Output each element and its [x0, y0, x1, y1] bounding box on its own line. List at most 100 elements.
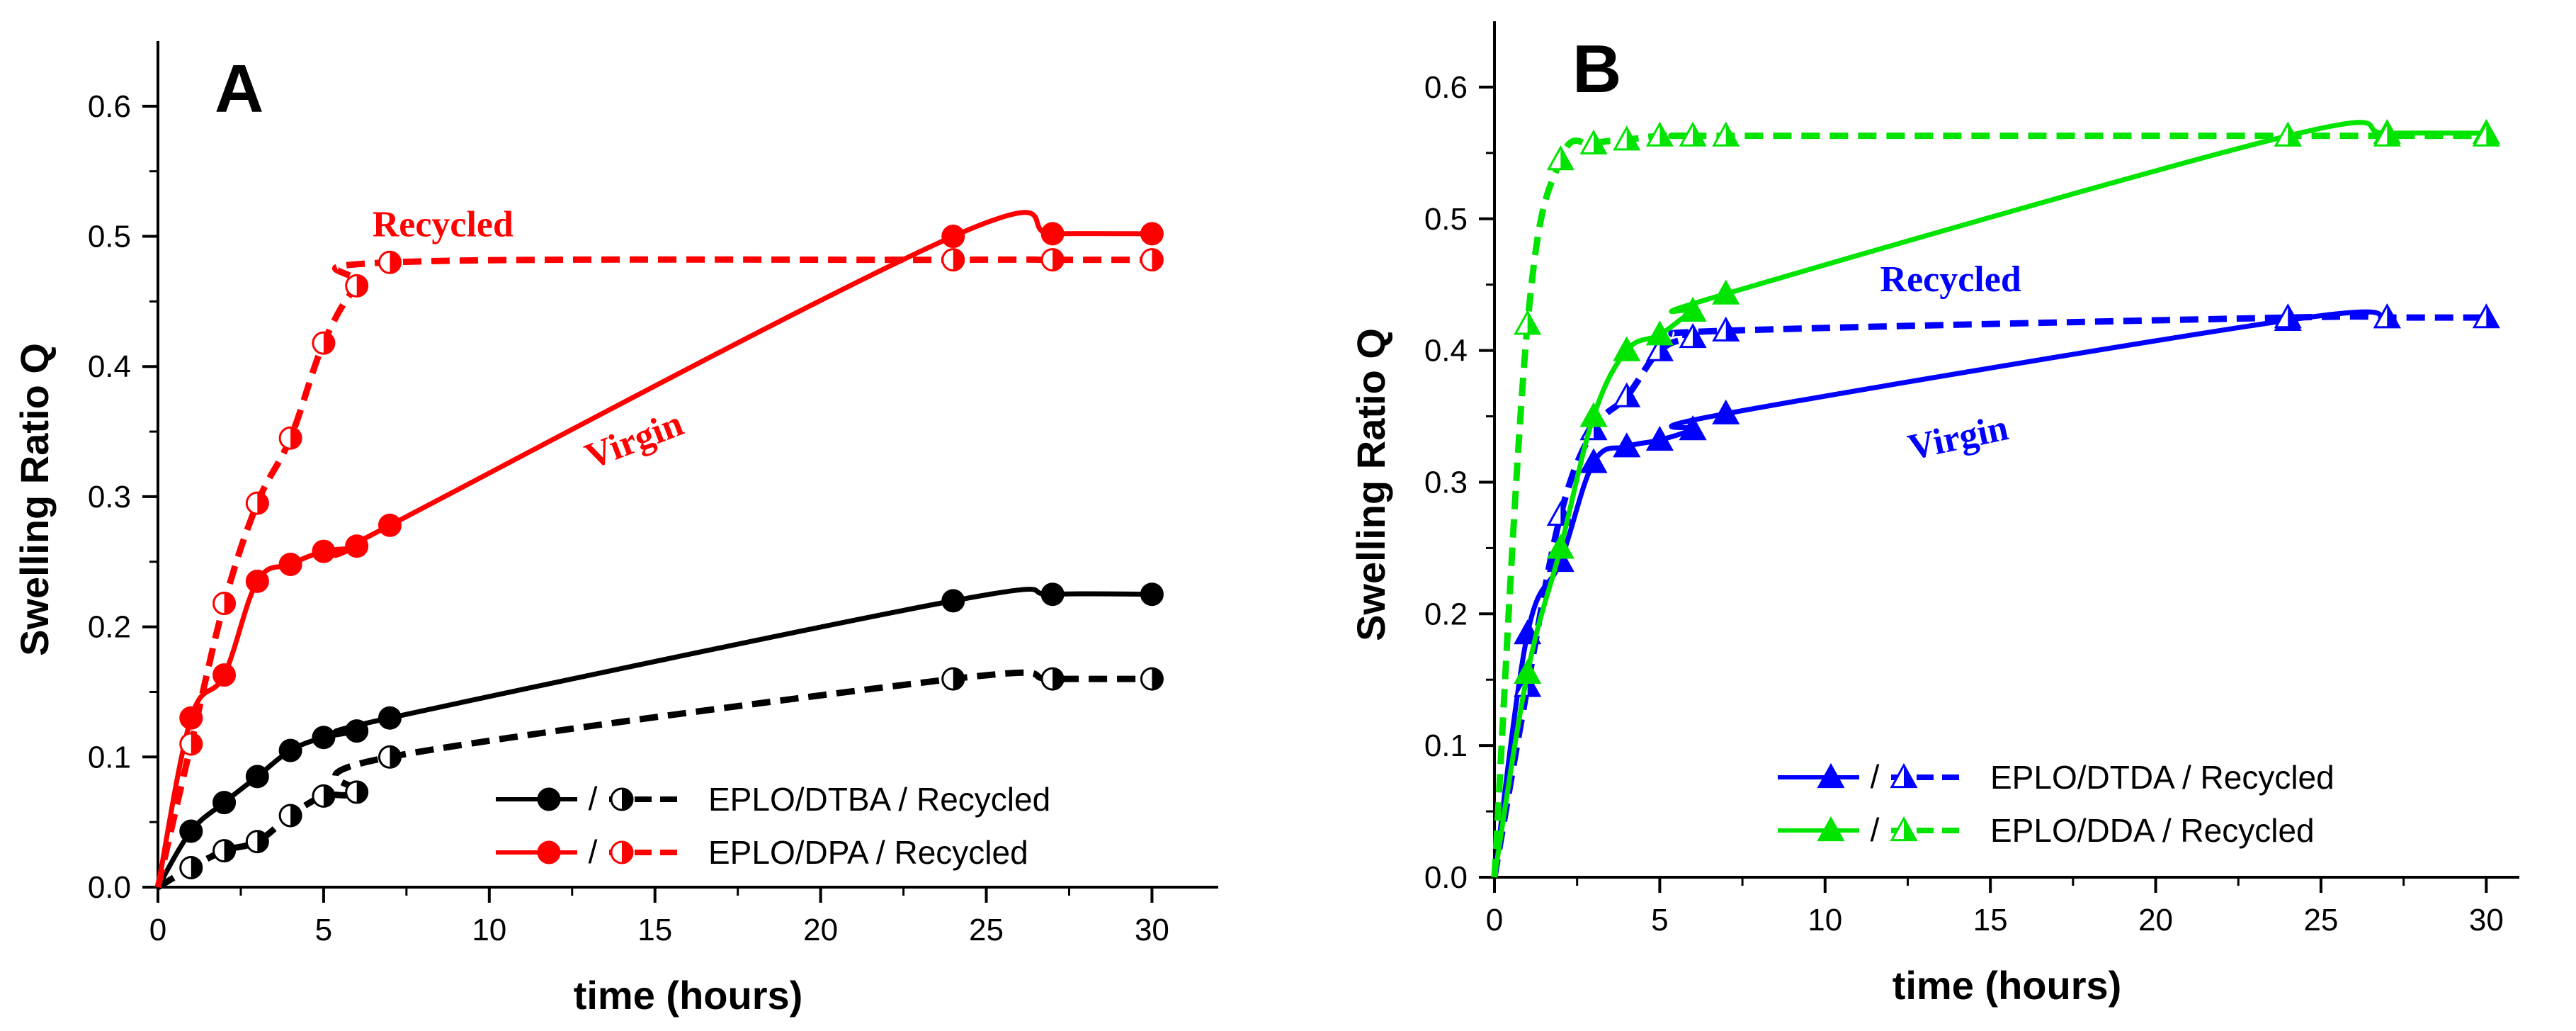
marker-half-fill	[1659, 338, 1672, 361]
data-point	[1140, 582, 1164, 607]
data-point	[278, 738, 302, 762]
y-tick-label: 0.1	[1424, 728, 1468, 763]
legend-separator: /	[589, 833, 598, 870]
y-tick-label: 0.2	[88, 610, 131, 645]
data-point	[278, 552, 302, 576]
y-tick-label: 0.5	[88, 220, 131, 254]
data-point	[212, 791, 237, 815]
marker-half-fill	[2387, 305, 2400, 327]
data-point	[1712, 316, 1740, 342]
marker-half-fill	[622, 789, 632, 810]
data-point	[1040, 667, 1065, 691]
legend-entry: / EPLO/DTDA / Recycled	[1778, 758, 2334, 796]
data-point	[941, 589, 965, 613]
legend-label: EPLO/DTDA / Recycled	[1990, 759, 2334, 796]
marker-half-fill	[191, 857, 202, 879]
data-point	[1546, 145, 1574, 171]
marker-half-fill	[1052, 249, 1064, 271]
x-tick-label: 0	[1486, 903, 1503, 937]
y-tick-label: 0.0	[1424, 860, 1468, 895]
marker-half-fill	[1659, 123, 1672, 146]
panel-label: B	[1572, 31, 1621, 107]
x-tick-label: 15	[637, 913, 672, 947]
data-point	[345, 274, 369, 298]
data-point	[1514, 658, 1542, 684]
series-dtba_r	[156, 667, 1164, 890]
marker-half-fill	[1152, 249, 1163, 271]
data-point	[2373, 121, 2401, 147]
marker-half-fill	[1725, 318, 1738, 341]
data-point	[378, 513, 402, 537]
data-point	[1712, 399, 1740, 424]
marker-half-fill	[1594, 131, 1606, 154]
data-point	[1645, 336, 1674, 361]
x-tick-label: 15	[1973, 903, 2008, 937]
data-point	[1890, 762, 1918, 789]
marker-half-fill	[2288, 305, 2300, 327]
marker-half-fill	[1904, 765, 1916, 787]
data-point	[2274, 121, 2302, 147]
series-dtba_v	[155, 582, 1164, 889]
data-point	[1645, 121, 1674, 147]
marker-half-fill	[1693, 123, 1706, 146]
data-point	[312, 784, 336, 808]
data-point	[1579, 402, 1608, 427]
marker-half-fill	[1560, 147, 1573, 169]
data-point	[2472, 303, 2500, 329]
data-point	[1613, 336, 1641, 361]
data-point	[610, 840, 634, 864]
legend: / EPLO/DTBA / Recycled / EPLO/DPA / Recycle…	[496, 780, 1050, 871]
data-point	[245, 830, 269, 854]
data-point	[245, 765, 269, 789]
legend-separator: /	[1871, 811, 1880, 848]
legend-separator: /	[589, 780, 598, 817]
marker-half-fill	[953, 249, 964, 271]
marker-half-fill	[1626, 128, 1639, 150]
y-tick-label: 0.6	[88, 89, 131, 124]
data-point	[378, 706, 402, 730]
data-point	[1613, 382, 1641, 407]
x-tick-label: 20	[803, 913, 838, 947]
data-point	[345, 534, 369, 558]
series-dpa_r	[154, 248, 1164, 889]
marker-half-fill	[2486, 123, 2499, 146]
data-point	[212, 592, 237, 616]
legend-label: EPLO/DPA / Recycled	[708, 834, 1028, 871]
x-tick-label: 20	[2138, 903, 2173, 937]
data-point	[312, 331, 336, 355]
x-tick-label: 5	[1651, 903, 1668, 937]
series-line	[156, 669, 1152, 890]
data-point	[1817, 762, 1845, 789]
data-point	[1613, 432, 1641, 458]
data-point	[941, 667, 965, 691]
data-point	[278, 426, 302, 450]
marker-half-fill	[224, 592, 235, 614]
data-point	[1579, 448, 1608, 473]
chart-panel-b: 0 5 10 15 20 25 30 0.0 0.1 0.2 0.3 0.4 0.5 0.6 time (h…	[1349, 21, 2519, 1008]
data-point	[1679, 322, 1707, 349]
marker-half-fill	[2288, 123, 2300, 146]
x-tick-label: 10	[1808, 903, 1842, 937]
data-point	[610, 787, 634, 811]
marker-half-fill	[323, 332, 334, 354]
marker-half-fill	[2387, 123, 2400, 146]
marker-half-fill	[1725, 123, 1738, 146]
legend-label: EPLO/DTBA / Recycled	[708, 781, 1050, 818]
y-axis-title: Swelling Ratio Q	[1349, 328, 1393, 641]
data-point	[1546, 534, 1574, 559]
data-point	[1679, 121, 1707, 147]
data-point	[1817, 816, 1845, 842]
marker-half-fill	[224, 840, 235, 862]
data-point	[1712, 279, 1740, 305]
marker-half-fill	[356, 275, 368, 297]
x-tick-label: 25	[2303, 903, 2338, 937]
annotation-label: Recycled	[373, 205, 514, 245]
marker-half-fill	[1152, 668, 1163, 690]
x-tick-label: 30	[2469, 903, 2504, 937]
annotation-label: Recycled	[1880, 259, 2021, 300]
x-axis-title: time (hours)	[574, 973, 803, 1018]
marker-half-fill	[390, 252, 401, 274]
y-tick-label: 0.2	[1424, 597, 1468, 631]
y-tick-label: 0.5	[1424, 202, 1468, 237]
